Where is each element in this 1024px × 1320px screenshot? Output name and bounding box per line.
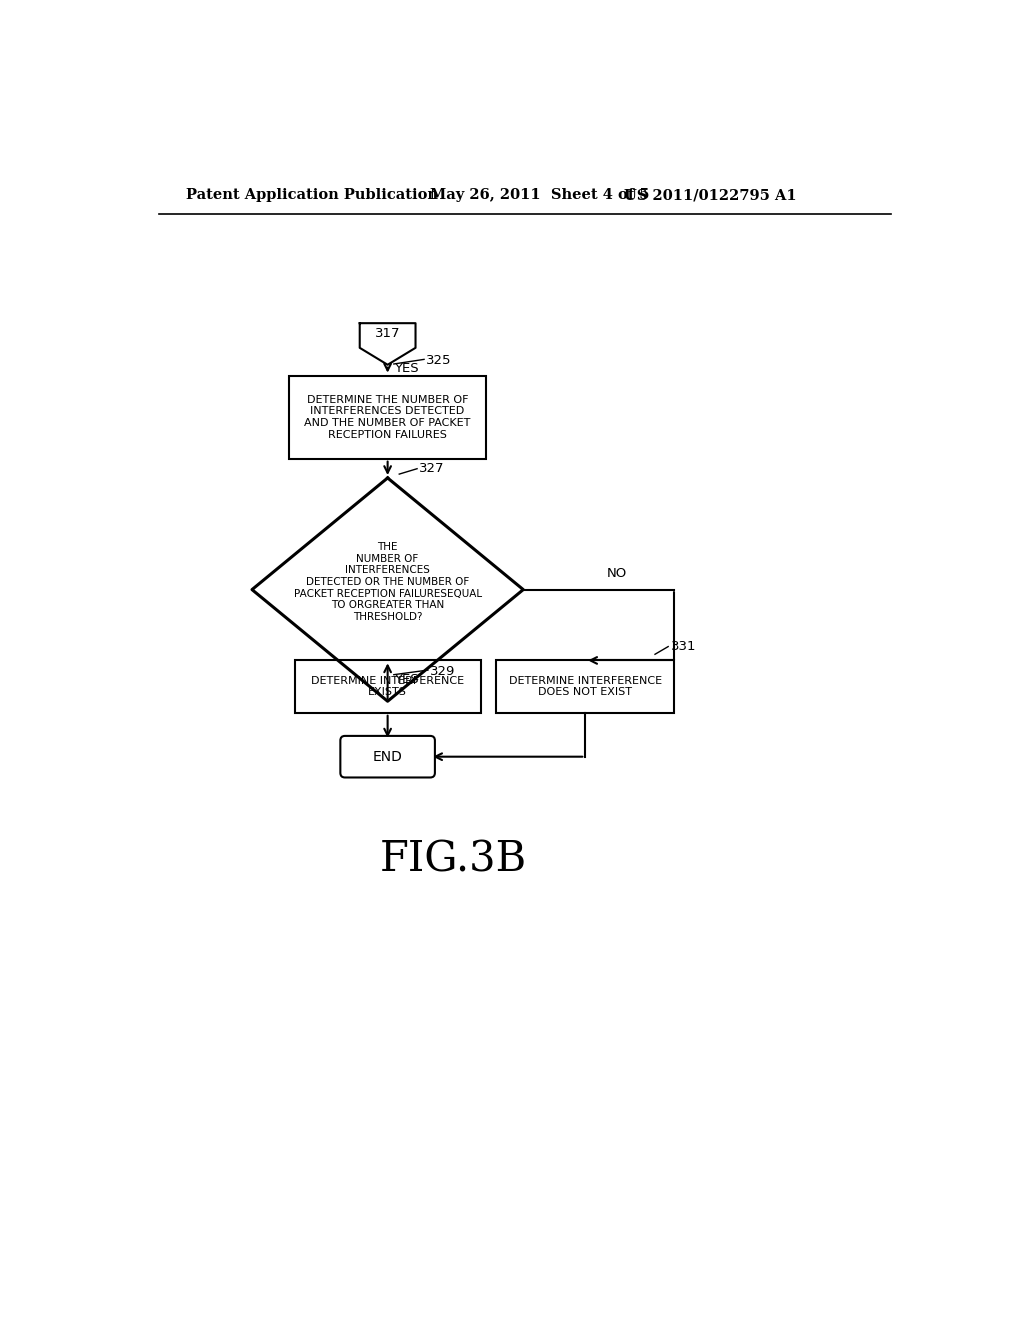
FancyBboxPatch shape bbox=[289, 376, 486, 459]
Text: YES: YES bbox=[394, 362, 419, 375]
Text: Patent Application Publication: Patent Application Publication bbox=[186, 189, 438, 202]
Text: US 2011/0122795 A1: US 2011/0122795 A1 bbox=[624, 189, 797, 202]
Text: 317: 317 bbox=[375, 327, 400, 341]
Text: YES: YES bbox=[394, 673, 419, 686]
Text: DETERMINE INTERFERENCE
EXISTS: DETERMINE INTERFERENCE EXISTS bbox=[311, 676, 464, 697]
Text: THE
NUMBER OF
INTERFERENCES
DETECTED OR THE NUMBER OF
PACKET RECEPTION FAILURESE: THE NUMBER OF INTERFERENCES DETECTED OR … bbox=[294, 543, 481, 622]
Text: END: END bbox=[373, 750, 402, 764]
Text: 329: 329 bbox=[430, 665, 456, 678]
FancyBboxPatch shape bbox=[496, 660, 675, 713]
Text: May 26, 2011  Sheet 4 of 5: May 26, 2011 Sheet 4 of 5 bbox=[430, 189, 650, 202]
Text: 331: 331 bbox=[671, 640, 696, 653]
Text: NO: NO bbox=[606, 568, 627, 581]
Text: DETERMINE THE NUMBER OF
INTERFERENCES DETECTED
AND THE NUMBER OF PACKET
RECEPTIO: DETERMINE THE NUMBER OF INTERFERENCES DE… bbox=[304, 395, 471, 440]
Text: FIG.3B: FIG.3B bbox=[380, 838, 527, 880]
FancyBboxPatch shape bbox=[340, 737, 435, 777]
FancyBboxPatch shape bbox=[295, 660, 480, 713]
Text: 327: 327 bbox=[419, 462, 444, 475]
Text: DETERMINE INTERFERENCE
DOES NOT EXIST: DETERMINE INTERFERENCE DOES NOT EXIST bbox=[509, 676, 662, 697]
Text: 325: 325 bbox=[426, 354, 452, 367]
